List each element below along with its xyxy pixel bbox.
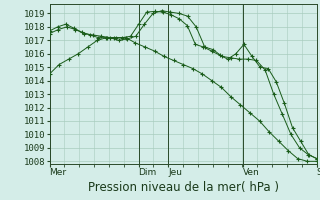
X-axis label: Pression niveau de la mer( hPa ): Pression niveau de la mer( hPa ) — [88, 181, 279, 194]
